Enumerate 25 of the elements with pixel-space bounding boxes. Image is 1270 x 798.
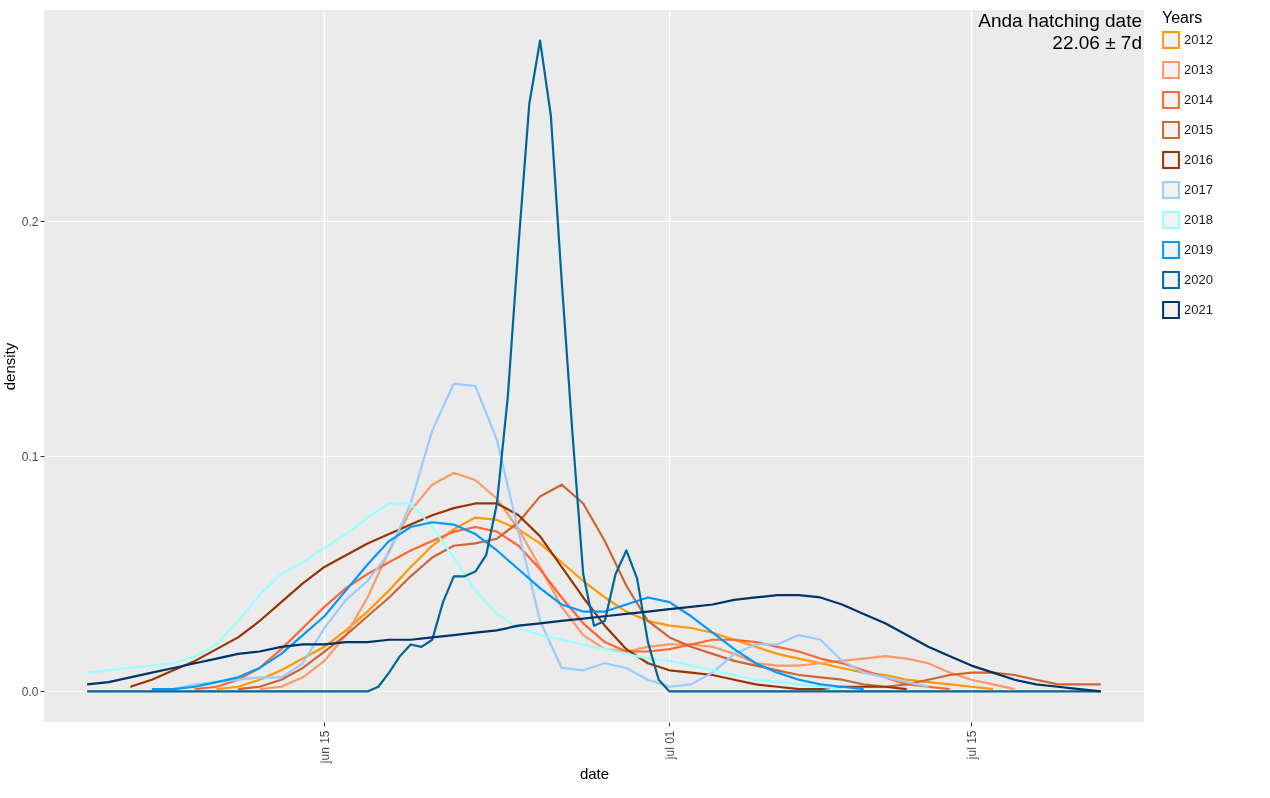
y-tick-label: 0.1 xyxy=(21,449,39,464)
y-tick-label: 0.2 xyxy=(21,214,39,229)
legend-label: 2013 xyxy=(1184,62,1213,77)
legend-label: 2019 xyxy=(1184,242,1213,257)
annotation: Anda hatching date xyxy=(978,10,1142,31)
legend-label: 2014 xyxy=(1184,92,1213,107)
annotation: 22.06 ± 7d xyxy=(1052,32,1142,53)
line-series xyxy=(237,483,1102,691)
legend-label: 2015 xyxy=(1184,122,1213,137)
legend-label: 2021 xyxy=(1184,302,1213,317)
line-series xyxy=(258,471,1016,691)
line-series xyxy=(86,594,1102,693)
x-tick-label: jun 15 xyxy=(317,730,332,765)
legend-title: Years xyxy=(1162,9,1203,26)
x-tick-label: jul 01 xyxy=(662,730,677,761)
line-series xyxy=(150,521,865,691)
legend-label: 2018 xyxy=(1184,212,1213,227)
legend-label: 2017 xyxy=(1184,182,1213,197)
y-tick-label: 0.0 xyxy=(21,684,39,699)
x-tick-label: jul 15 xyxy=(964,730,979,761)
y-axis-title: density xyxy=(0,342,18,391)
legend-label: 2020 xyxy=(1184,272,1213,287)
x-axis-title: date xyxy=(579,765,610,783)
legend-label: 2012 xyxy=(1184,32,1213,47)
legend-label: 2016 xyxy=(1184,152,1213,167)
